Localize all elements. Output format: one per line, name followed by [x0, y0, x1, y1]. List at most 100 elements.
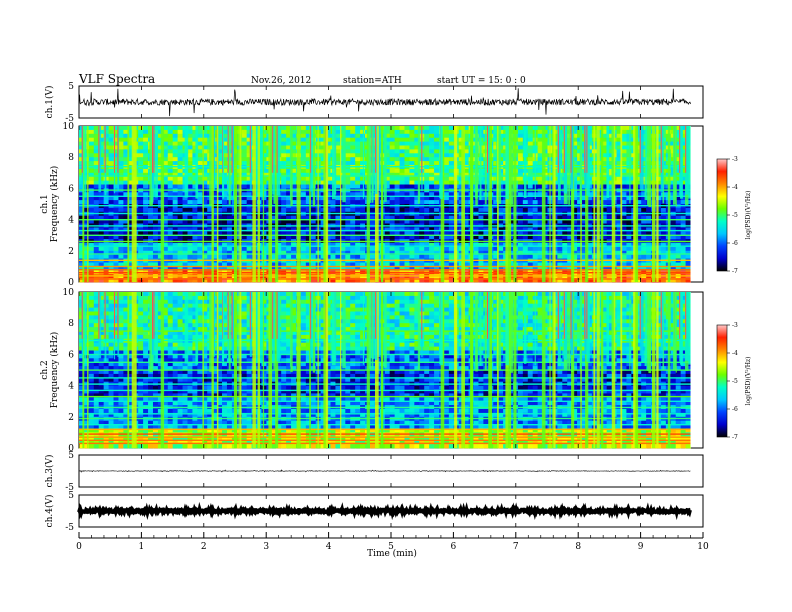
ch1-spectrogram-cell [123, 137, 129, 142]
ch1-spectrogram-cell [443, 243, 450, 248]
ch1-spectrogram-cell [143, 176, 149, 181]
ch1-spectrogram-cell [157, 219, 164, 224]
ch1-spectrogram-cell [207, 262, 213, 267]
ch1-spectrogram-cell [493, 137, 499, 142]
ch1-spectrogram-cell [128, 200, 134, 205]
ch1-spectrogram-cell [320, 227, 326, 232]
ch1-spectrogram-cell [532, 262, 539, 267]
ch1-spectrogram-cell [463, 243, 469, 248]
ch1-spectrogram-cell [394, 215, 400, 220]
ch1-spectrogram-cell [197, 141, 203, 146]
ch1-spectrogram-cell [167, 254, 174, 259]
ch1-spectrogram-cell [384, 200, 391, 205]
ch1-spectrogram-cell [601, 243, 608, 248]
ch1-spectrogram-cell [88, 278, 95, 283]
ch1-spectrogram-cell [167, 250, 174, 256]
ch1-spectrogram-cell [601, 133, 608, 139]
ch1-spectrogram-cell [522, 215, 529, 220]
ch1-spectrogram-cell [202, 172, 208, 178]
ch1-spectrogram-cell [557, 243, 563, 248]
ch1-spectrogram-cell [222, 196, 228, 201]
ch1-spectrogram-cell [305, 200, 312, 205]
ch1-spectrogram-cell [527, 227, 534, 232]
ch1-spectrogram-cell [192, 192, 198, 197]
ch1-spectrogram-cell [493, 133, 499, 139]
ch1-spectrogram-cell [286, 180, 292, 185]
ch1-spectrogram-cell [202, 227, 208, 232]
ch1-spectrogram-cell [345, 266, 351, 271]
ch1-spectrogram-cell [157, 266, 164, 271]
ch1-spectrogram-cell [271, 215, 277, 220]
ch1-spectrogram-cell [414, 262, 420, 267]
ch1-spectrogram-cell [424, 180, 430, 185]
ch1-spectrogram-cell [113, 184, 119, 189]
ch1-spectrogram-cell [217, 215, 223, 220]
ch1-spectrogram-cell [305, 172, 312, 178]
ch1-spectrogram-cell [680, 246, 686, 252]
ch1-spectrogram-cell [113, 235, 119, 240]
ch1-spectrogram-cell [443, 254, 450, 259]
ch1-spectrogram-cell [577, 192, 583, 197]
ch1-spectrogram-cell [527, 168, 534, 174]
ch1-spectrogram-cell [325, 254, 331, 259]
ch1-spectrogram-cell [646, 215, 652, 220]
ch1-spectrogram-cell [157, 262, 164, 267]
ch1-spectrogram-cell [414, 149, 420, 154]
ch1-spectrogram-cell [128, 246, 134, 252]
ch1-spectrogram-cell [636, 145, 642, 150]
ch1-spectrogram-cell [177, 176, 183, 181]
ch1-spectrogram-cell [606, 254, 613, 259]
ch1-spectrogram-cell [621, 192, 627, 197]
ch1-spectrogram-cell [493, 262, 499, 267]
ch1-spectrogram-cell [143, 219, 149, 224]
ch1-spectrogram-cell [394, 278, 400, 283]
ch1-spectrogram-cell [670, 227, 677, 232]
ch1-spectrogram-cell [192, 254, 198, 259]
ch1-spectrogram-cell [394, 262, 400, 267]
ch1-spectrogram-cell [172, 196, 179, 201]
ch1-spectrogram-cell [108, 176, 114, 181]
ch1-spectrogram-cell [493, 192, 499, 197]
ch1-spectrogram-cell [197, 278, 203, 283]
ch1-spectrogram-cell [350, 243, 356, 248]
ch1-spectrogram-cell [88, 184, 95, 189]
ch1-spectrogram-cell [83, 133, 90, 139]
ch1-spectrogram-cell [320, 207, 326, 213]
ch1-spectrogram-cell [128, 133, 134, 139]
ch1-spectrogram-cell [79, 168, 85, 174]
ch1-spectrogram-cell [197, 215, 203, 220]
ch1-spectrogram-cell [98, 219, 105, 224]
ch1-spectrogram-cell [128, 129, 134, 135]
ch1-spectrogram-cell [197, 129, 203, 135]
ch1-spectrogram-cell [138, 126, 144, 131]
ch1-spectrogram-cell [222, 207, 228, 213]
ch1-spectrogram-cell [118, 161, 124, 166]
ch1-spectrogram-cell [414, 129, 420, 135]
ch1-spectrogram-cell [404, 161, 410, 166]
ch1-spectrogram-cell [138, 149, 144, 154]
ch1-spectrogram-cell [286, 235, 292, 240]
ch1-spectrogram-cell [567, 254, 573, 259]
ch1-spectrogram-cell [177, 126, 183, 131]
ch1-spectrogram-cell [616, 126, 622, 131]
ch1-spectrogram-cell [212, 243, 218, 248]
ch1-spectrogram-cell [670, 266, 677, 271]
ch1-spectrogram-cell [103, 278, 109, 283]
ch1-spectrogram-cell [626, 266, 632, 271]
ch1-spectrogram-cell [335, 207, 341, 213]
ch1-spectrogram-cell [281, 149, 287, 154]
ch1-spectrogram-cell [123, 161, 129, 166]
ch1-spectrogram-cell [281, 278, 287, 283]
ch1-spectrogram-cell [83, 215, 90, 220]
ch1-spectrogram-cell [409, 172, 415, 178]
ch1-spectrogram-cell [79, 215, 85, 220]
ch1-spectrogram-cell [167, 133, 174, 139]
ch1-spectrogram-cell [660, 246, 667, 252]
ch1-spectrogram-cell [498, 266, 504, 271]
ch1-spectrogram-cell [399, 180, 405, 185]
ch1-spectrogram-cell [305, 215, 312, 220]
ch1-spectrogram-cell [394, 231, 400, 236]
ch1-spectrogram-cell [660, 266, 667, 271]
ch1-spectrogram-cell [241, 200, 248, 205]
ch1-spectrogram-cell [261, 168, 267, 174]
